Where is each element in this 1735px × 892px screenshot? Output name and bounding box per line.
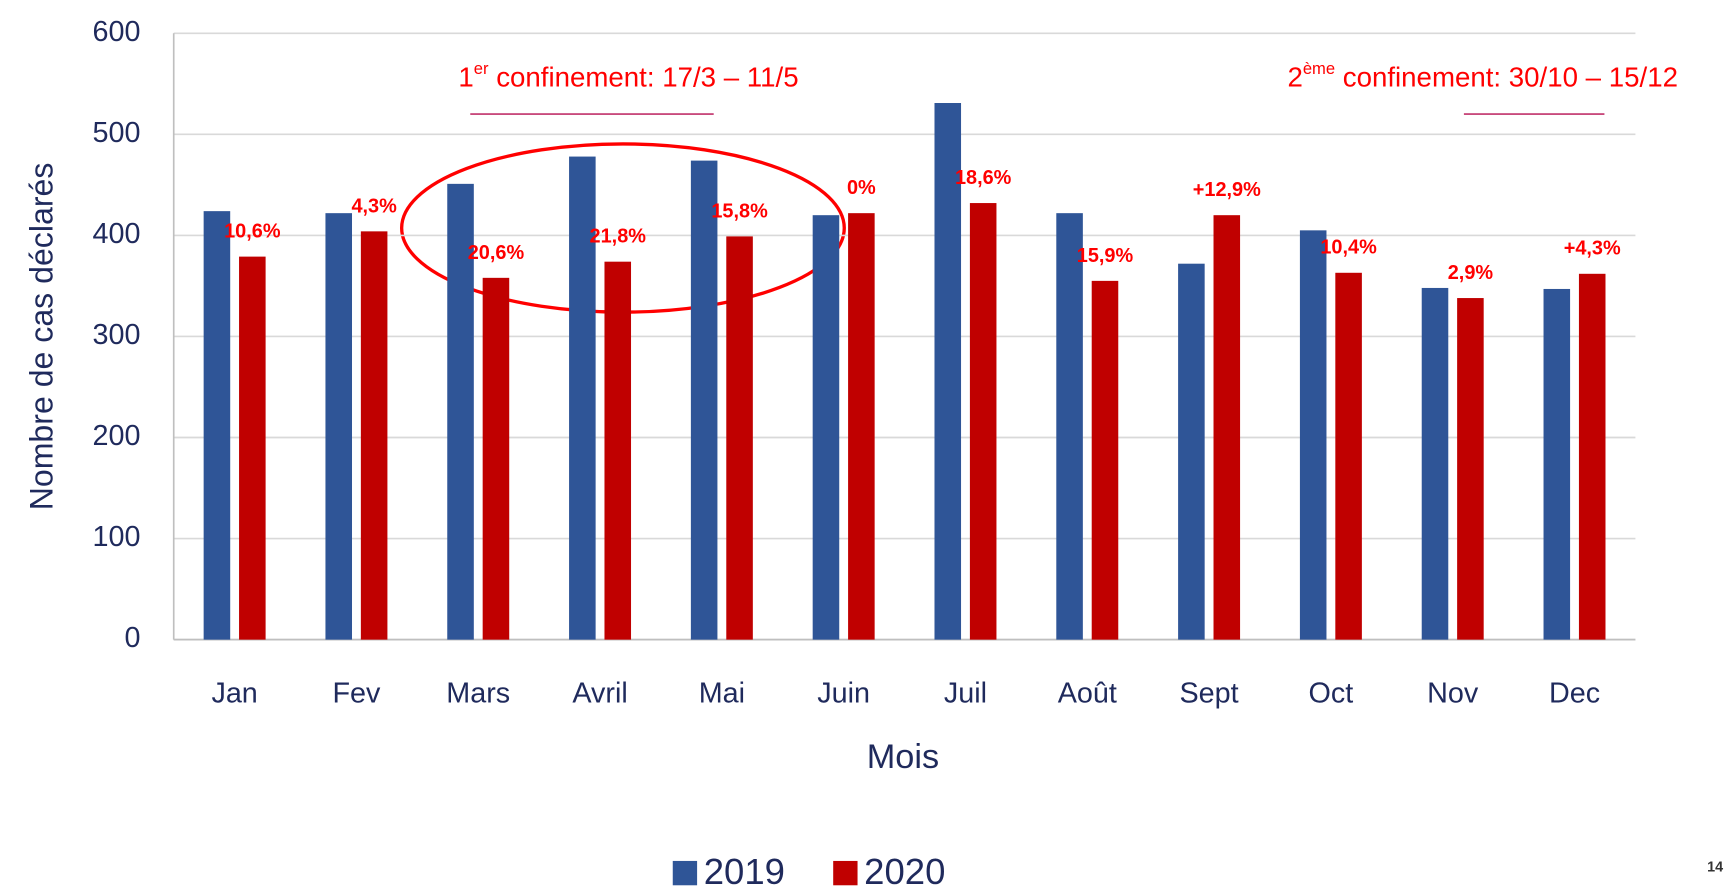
bar xyxy=(569,156,596,640)
bar xyxy=(1421,287,1449,640)
x-tick-label: Mars xyxy=(446,678,510,710)
change-label: 0% xyxy=(847,177,876,199)
legend-swatch xyxy=(833,860,858,886)
bar xyxy=(203,211,231,640)
y-tick-label: 500 xyxy=(93,117,141,149)
change-label: 20,6% xyxy=(468,242,525,264)
y-tick-label: 600 xyxy=(93,16,141,48)
change-label: 10,4% xyxy=(1320,237,1377,259)
bar xyxy=(447,183,474,640)
bar xyxy=(1091,280,1119,640)
bar xyxy=(934,103,962,640)
x-tick-label: Juin xyxy=(817,678,870,710)
annotation-number: 1 xyxy=(458,62,473,93)
x-tick-label: Oct xyxy=(1309,678,1354,710)
bar xyxy=(690,160,718,640)
legend-label: 2020 xyxy=(864,851,945,892)
bar xyxy=(482,277,510,640)
x-tick-label: Nov xyxy=(1427,678,1479,710)
bar xyxy=(360,231,388,640)
y-tick-label: 400 xyxy=(93,218,141,250)
bar xyxy=(1335,272,1362,640)
legend-swatch xyxy=(672,860,698,886)
annotation: 1er confinement: 17/3 – 11/5 xyxy=(458,59,798,93)
change-label: 4,3% xyxy=(351,195,397,217)
bar xyxy=(1299,230,1327,640)
bar xyxy=(239,256,266,640)
bar xyxy=(325,213,353,640)
annotation-sup: er xyxy=(474,59,489,78)
bar xyxy=(969,203,997,640)
x-axis-label: Mois xyxy=(867,738,939,776)
x-tick-label: Août xyxy=(1058,678,1117,710)
bar xyxy=(1178,263,1205,640)
x-tick-label: Mai xyxy=(699,678,745,710)
bar xyxy=(726,236,753,640)
y-tick-label: 100 xyxy=(93,521,141,553)
x-tick-label: Sept xyxy=(1180,678,1239,710)
y-tick-label: 0 xyxy=(125,622,141,654)
change-label: 15,9% xyxy=(1077,245,1134,267)
annotation-text: confinement: 30/10 – 15/12 xyxy=(1335,62,1678,93)
y-tick-label: 200 xyxy=(93,420,141,452)
x-tick-label: Fev xyxy=(332,678,381,710)
legend-label: 2019 xyxy=(704,851,785,892)
bar xyxy=(604,261,632,640)
y-tick-label: 300 xyxy=(93,319,141,351)
change-label: +4,3% xyxy=(1564,238,1621,260)
annotation: 2ème confinement: 30/10 – 15/12 xyxy=(1287,59,1678,93)
annotation-text: confinement: 17/3 – 11/5 xyxy=(489,62,799,93)
bar xyxy=(848,213,875,640)
annotation-sup: ème xyxy=(1303,59,1335,78)
bar xyxy=(812,215,840,640)
change-label: 18,6% xyxy=(955,167,1012,189)
bar xyxy=(1056,213,1083,640)
change-label: 10,6% xyxy=(224,221,281,243)
bar xyxy=(1578,273,1606,640)
x-tick-label: Dec xyxy=(1549,678,1600,710)
change-label: 21,8% xyxy=(590,226,647,248)
change-label: +12,9% xyxy=(1193,179,1261,201)
x-tick-label: Avril xyxy=(572,678,627,710)
bar xyxy=(1213,215,1241,640)
x-tick-label: Jan xyxy=(211,678,257,710)
change-label: 15,8% xyxy=(711,200,768,222)
bar xyxy=(1543,288,1571,640)
y-axis-label: Nombre de cas déclarés xyxy=(24,163,60,511)
change-label: 2,9% xyxy=(1448,262,1494,284)
annotation-number: 2 xyxy=(1287,62,1302,93)
bar xyxy=(1457,298,1484,640)
page-number: 14 xyxy=(1707,859,1723,875)
x-tick-label: Juil xyxy=(944,678,987,710)
